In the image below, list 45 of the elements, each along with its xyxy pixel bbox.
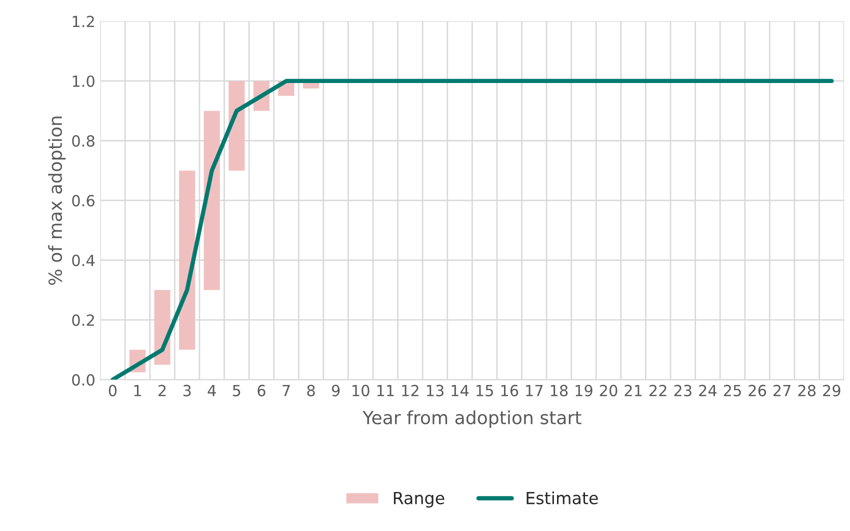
legend-label: Range — [394, 492, 444, 508]
y-tick-label: 0.6 — [72, 194, 94, 206]
y-axis-title: % of max adoption — [48, 116, 66, 285]
x-tick-label: 16 — [501, 384, 518, 396]
x-tick-label: 11 — [377, 384, 394, 396]
y-tick-label: 0.4 — [72, 254, 95, 266]
x-tick-label: 29 — [823, 384, 840, 396]
line-series — [110, 78, 834, 380]
x-tick-label: 7 — [282, 384, 290, 396]
x-tick-label: 19 — [576, 384, 592, 396]
bar — [179, 170, 196, 350]
x-tick-label: 15 — [476, 384, 493, 396]
legend-label: Estimate — [526, 491, 598, 504]
y-tick-label: 1.2 — [72, 16, 94, 28]
y-tick-label: 1.0 — [72, 75, 94, 87]
x-tick-label: 1 — [134, 384, 141, 396]
bar — [228, 80, 245, 171]
x-tick-label: 26 — [748, 384, 766, 396]
x-tick-label: 23 — [674, 384, 692, 396]
x-tick-label: 21 — [624, 384, 642, 396]
x-tick-label: 22 — [650, 384, 666, 396]
x-tick-label: 20 — [600, 384, 618, 396]
x-tick-label: 3 — [183, 384, 191, 396]
x-tick-label: 5 — [232, 384, 240, 396]
x-tick-label: 8 — [307, 384, 315, 396]
x-tick-label: 9 — [332, 384, 340, 396]
x-tick-label: 10 — [352, 384, 370, 396]
x-tick-label: 25 — [724, 384, 741, 396]
y-tick-label: 0.0 — [72, 374, 94, 386]
x-tick-label: 13 — [426, 384, 444, 396]
x-tick-label: 27 — [773, 384, 790, 396]
bar — [204, 110, 220, 290]
x-tick-label: 24 — [699, 384, 717, 396]
y-tick-label: 0.2 — [72, 314, 94, 326]
x-tick-label: 28 — [798, 384, 816, 396]
x-tick-label: 0 — [108, 384, 117, 396]
x-tick-label: 6 — [258, 384, 266, 396]
x-tick-label: 2 — [158, 384, 166, 396]
x-tick-label: 17 — [526, 384, 543, 396]
x-tick-label: 14 — [452, 384, 469, 396]
x-tick-label: 4 — [208, 384, 216, 396]
y-tick-label: 0.8 — [72, 135, 94, 147]
x-axis-title: Year from adoption start — [362, 410, 582, 428]
x-tick-label: 18 — [550, 384, 568, 396]
x-tick-label: 12 — [402, 384, 418, 396]
